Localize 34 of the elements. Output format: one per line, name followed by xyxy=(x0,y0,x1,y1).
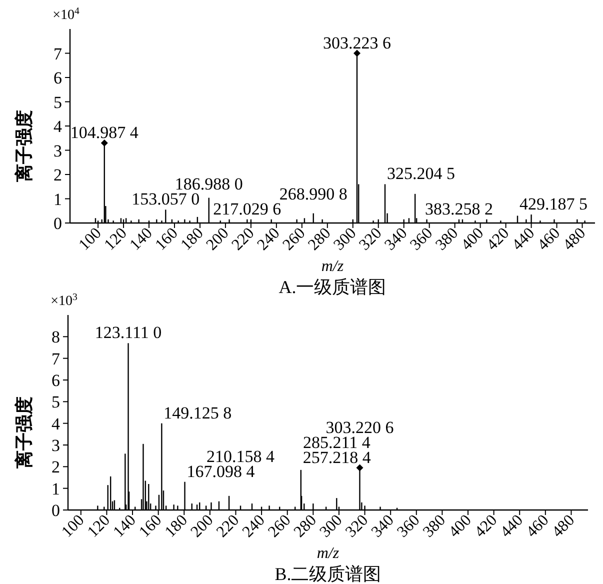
y-axis-title: 离子强度 xyxy=(14,110,34,183)
annotation: 325.204 5 xyxy=(387,164,455,184)
y-tick-label: 5 xyxy=(54,92,62,112)
y-tick-label: 0 xyxy=(54,214,62,233)
y-axis-title: 离子强度 xyxy=(14,396,34,470)
y-tick-label: 3 xyxy=(54,141,62,160)
annotation: 217.029 6 xyxy=(213,199,282,218)
annotation: 303.223 6 xyxy=(322,33,391,52)
text: B.二级质谱图 xyxy=(274,564,382,584)
annotation: 429.187 5 xyxy=(520,194,588,214)
x-axis-title: m/z xyxy=(321,258,344,275)
annotation: 123.111 0 xyxy=(94,323,162,342)
x-axis-title: m/z xyxy=(316,545,340,562)
y-tick-label: 0 xyxy=(52,501,60,520)
y-tick-label: 5 xyxy=(52,392,60,412)
y-tick-label: 8 xyxy=(52,328,60,347)
annotation: 104.987 4 xyxy=(70,122,139,142)
y-tick-label: 2 xyxy=(52,458,60,477)
y-tick-label: 6 xyxy=(54,68,62,88)
y-tick-label: 2 xyxy=(54,166,62,184)
annotation: 383.258 2 xyxy=(424,199,493,218)
annotation: 268.990 8 xyxy=(279,184,348,204)
text: ×10$^{3}$ xyxy=(50,292,78,309)
y-tick-label: 4 xyxy=(54,117,62,136)
text: A.一级质谱图 xyxy=(278,277,386,297)
text: ×10$^{4}$ xyxy=(52,6,80,23)
y-tick-label: 1 xyxy=(54,190,62,209)
y-tick-label: 1 xyxy=(52,479,60,498)
y-tick-label: 7 xyxy=(52,349,60,368)
y-tick-label: 7 xyxy=(54,44,62,64)
annotation: 149.125 8 xyxy=(164,403,232,422)
y-tick-label: 4 xyxy=(52,414,60,434)
y-tick-label: 3 xyxy=(52,436,60,455)
y-tick-label: 6 xyxy=(52,371,60,390)
